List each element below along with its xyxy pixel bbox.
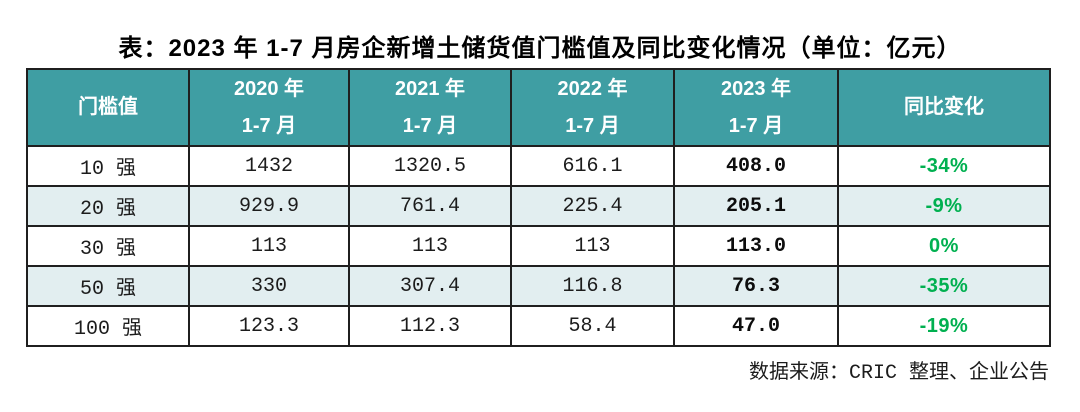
cell-2023: 205.1 (673, 185, 839, 227)
cell-2022: 58.4 (510, 305, 675, 347)
cell-2021: 113 (348, 225, 512, 267)
cell-threshold-tier: 30 强 (26, 225, 190, 267)
header-line: 2021 年 (394, 77, 466, 100)
cell-2023: 47.0 (673, 305, 839, 347)
cell-2020: 929.9 (188, 185, 350, 227)
cell-yoy-change: -34% (837, 145, 1051, 187)
header-2020: 2020 年 1-7 月 (188, 68, 350, 147)
header-line: 2020 年 (233, 77, 305, 100)
table-row: 50 强 330 307.4 116.8 76.3 -35% (26, 265, 1051, 307)
cell-2020: 123.3 (188, 305, 350, 347)
cell-threshold-tier: 50 强 (26, 265, 190, 307)
cell-2020: 113 (188, 225, 350, 267)
header-line: 同比变化 (904, 96, 984, 118)
header-2022: 2022 年 1-7 月 (510, 68, 675, 147)
cell-2021: 761.4 (348, 185, 512, 227)
cell-2021: 112.3 (348, 305, 512, 347)
cell-2023: 408.0 (673, 145, 839, 187)
header-line: 1-7 月 (565, 114, 620, 137)
cell-yoy-change: 0% (837, 225, 1051, 267)
cell-2021: 307.4 (348, 265, 512, 307)
header-line: 1-7 月 (241, 114, 297, 137)
header-line: 1-7 月 (402, 114, 458, 137)
cell-yoy-change: -35% (837, 265, 1051, 307)
cell-2022: 113 (510, 225, 675, 267)
cell-2020: 1432 (188, 145, 350, 187)
table-row: 30 强 113 113 113 113.0 0% (26, 225, 1051, 267)
header-yoy-change: 同比变化 (837, 68, 1051, 147)
cell-2021: 1320.5 (348, 145, 512, 187)
header-line: 门槛值 (78, 96, 138, 118)
cell-2022: 616.1 (510, 145, 675, 187)
cell-threshold-tier: 100 强 (26, 305, 190, 347)
cell-2023: 113.0 (673, 225, 839, 267)
header-threshold: 门槛值 (26, 68, 190, 147)
header-2023: 2023 年 1-7 月 (673, 68, 839, 147)
cell-2022: 225.4 (510, 185, 675, 227)
data-table: 门槛值 2020 年 1-7 月 2021 年 1-7 月 2022 年 1-7… (26, 68, 1051, 347)
cell-threshold-tier: 20 强 (26, 185, 190, 227)
cell-2020: 330 (188, 265, 350, 307)
table-title: 表：2023 年 1-7 月房企新增土储货值门槛值及同比变化情况（单位：亿元） (118, 35, 962, 62)
header-line: 2023 年 (720, 77, 792, 100)
table-row: 10 强 1432 1320.5 616.1 408.0 -34% (26, 145, 1051, 187)
header-line: 1-7 月 (728, 114, 784, 137)
cell-threshold-tier: 10 强 (26, 145, 190, 187)
cell-2023: 76.3 (673, 265, 839, 307)
table-row: 100 强 123.3 112.3 58.4 47.0 -19% (26, 305, 1051, 347)
table-row: 20 强 929.9 761.4 225.4 205.1 -9% (26, 185, 1051, 227)
header-row: 门槛值 2020 年 1-7 月 2021 年 1-7 月 2022 年 1-7… (26, 68, 1051, 147)
cell-2022: 116.8 (510, 265, 675, 307)
data-source-note: 数据来源：CRIC 整理、企业公告 (748, 362, 1049, 385)
header-2021: 2021 年 1-7 月 (348, 68, 512, 147)
header-line: 2022 年 (557, 77, 628, 100)
cell-yoy-change: -9% (837, 185, 1051, 227)
cell-yoy-change: -19% (837, 305, 1051, 347)
